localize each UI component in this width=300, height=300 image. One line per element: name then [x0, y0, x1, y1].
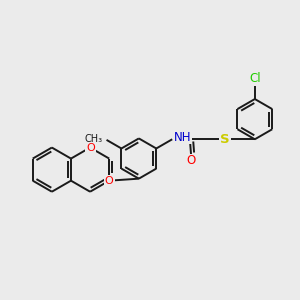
Text: Cl: Cl — [249, 72, 261, 86]
Text: O: O — [105, 176, 114, 186]
Text: NH: NH — [173, 131, 191, 144]
Text: S: S — [220, 133, 230, 146]
Text: CH₃: CH₃ — [85, 134, 103, 144]
Text: O: O — [86, 142, 95, 152]
Text: O: O — [187, 154, 196, 167]
